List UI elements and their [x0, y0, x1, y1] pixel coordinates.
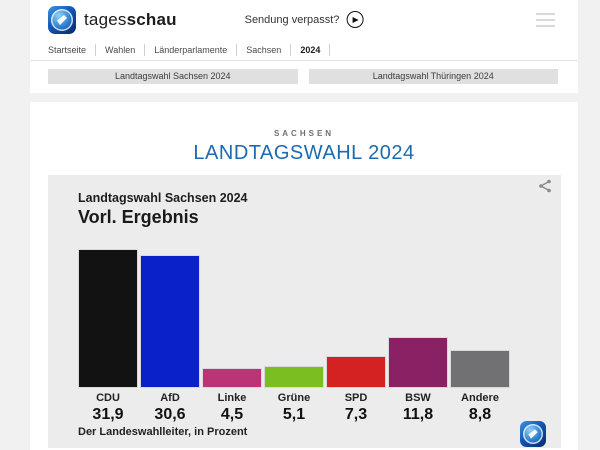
share-icon[interactable]	[538, 179, 554, 195]
bar-group: CDU 31,9 AfD 30,6 Linke 4,5 Grüne 5,1 SPD 7,3 BSW 1…	[78, 248, 510, 424]
brand-light: tages	[84, 10, 127, 29]
bar-column-bsw: BSW 11,8	[388, 248, 448, 424]
election-chart-card: Landtagswahl Sachsen 2024 Vorl. Ergebnis…	[48, 175, 561, 448]
bar-value: 31,9	[92, 406, 124, 423]
breadcrumb-item[interactable]: Wahlen	[105, 44, 146, 56]
play-circle-icon[interactable]	[346, 11, 364, 28]
bar-area	[78, 248, 138, 388]
main-content: SACHSEN LANDTAGSWAHL 2024 Landtagswahl S…	[30, 102, 578, 450]
bar-column-cdu: CDU 31,9	[78, 248, 138, 424]
bar-area	[450, 248, 510, 388]
bar-column-linke: Linke 4,5	[202, 248, 262, 424]
bar-column-grüne: Grüne 5,1	[264, 248, 324, 424]
bar-andere	[450, 349, 510, 388]
chart-title: Landtagswahl Sachsen 2024	[78, 191, 248, 205]
header-divider	[30, 60, 578, 61]
bar-grüne	[264, 365, 324, 388]
tagesschau-home-link[interactable]: tagesschau	[48, 6, 177, 34]
bar-value: 8,8	[468, 406, 492, 423]
breadcrumb-item[interactable]: Startseite	[48, 44, 97, 56]
breadcrumb-item[interactable]: Sachsen	[246, 44, 292, 56]
bar-label: AfD	[160, 392, 180, 404]
kicker: SACHSEN	[273, 129, 335, 138]
bar-area	[326, 248, 386, 388]
bar-linke	[202, 368, 262, 388]
bar-area	[140, 248, 200, 388]
bar-value: 4,5	[220, 406, 244, 423]
chart-source: Der Landeswahlleiter, in Prozent	[78, 426, 248, 438]
site-header: tagesschau Sendung verpasst? Startseite W…	[30, 0, 578, 93]
bar-label: CDU	[96, 392, 120, 404]
tagesschau-globe-icon	[520, 421, 546, 447]
bar-area	[202, 248, 262, 388]
bar-column-andere: Andere 8,8	[450, 248, 510, 424]
bar-area	[388, 248, 448, 388]
bar-label: Andere	[461, 392, 499, 404]
brand-bold: schau	[126, 10, 177, 29]
bar-cdu	[78, 249, 138, 388]
chart-subtitle: Vorl. Ergebnis	[78, 207, 199, 227]
page-title: LANDTAGSWAHL 2024	[193, 142, 415, 164]
bar-bsw	[388, 336, 448, 388]
bar-value: 11,8	[402, 406, 434, 423]
bar-label: Grüne	[277, 392, 311, 404]
bar-label: SPD	[344, 392, 368, 404]
breadcrumb-item[interactable]: Länderparlamente	[154, 44, 238, 56]
breadcrumb-item[interactable]: 2024	[300, 44, 331, 56]
bar-label: Linke	[217, 392, 247, 404]
hamburger-menu-icon[interactable]	[536, 13, 555, 27]
bar-spd	[326, 356, 386, 388]
quicklink-thueringen-button[interactable]: Landtagswahl Thüringen 2024	[308, 69, 558, 84]
quicklinks: Landtagswahl Sachsen 2024 Landtagswahl T…	[48, 69, 558, 84]
breadcrumb: Startseite Wahlen Länderparlamente Sachsen 2…	[48, 44, 339, 56]
bar-afd	[140, 255, 200, 388]
bar-column-spd: SPD 7,3	[326, 248, 386, 424]
bar-value: 30,6	[154, 406, 186, 423]
bar-value: 7,3	[344, 406, 368, 423]
bar-label: BSW	[405, 392, 431, 404]
brand-wordmark: tagesschau	[84, 10, 177, 30]
quicklink-sachsen-button[interactable]: Landtagswahl Sachsen 2024	[48, 69, 298, 84]
bar-area	[264, 248, 324, 388]
sendung-verpasst-link[interactable]: Sendung verpasst?	[245, 11, 364, 28]
sendung-verpasst-label: Sendung verpasst?	[244, 13, 340, 26]
tagesschau-globe-icon	[48, 6, 76, 34]
bar-column-afd: AfD 30,6	[140, 248, 200, 424]
bar-value: 5,1	[282, 406, 306, 423]
